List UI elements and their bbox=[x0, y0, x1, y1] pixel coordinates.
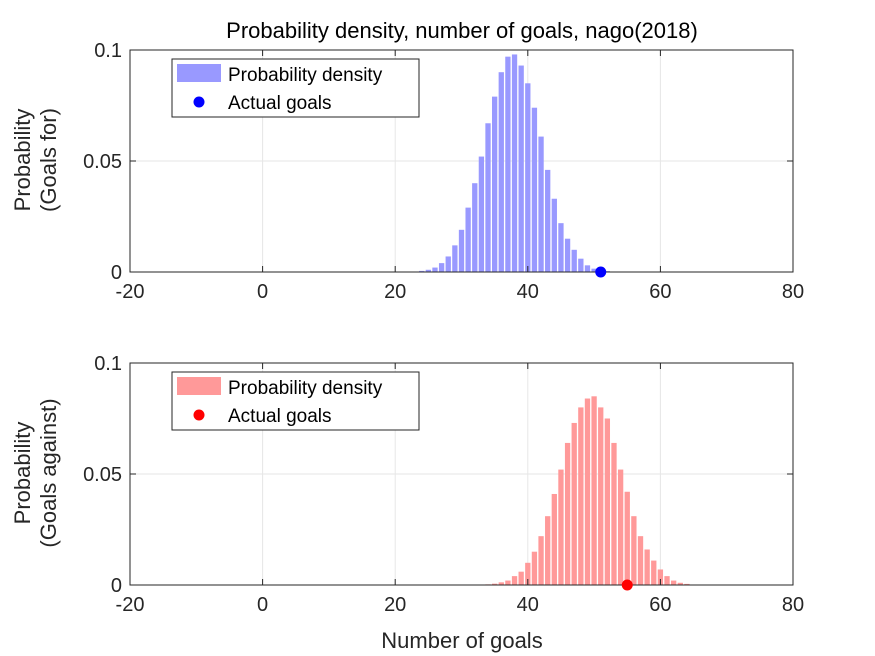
density-bar bbox=[644, 549, 650, 585]
density-bar bbox=[564, 238, 571, 272]
legend-entry-density: Probability density bbox=[228, 378, 383, 399]
density-bar bbox=[551, 198, 557, 272]
density-bar bbox=[545, 516, 551, 585]
density-bar bbox=[664, 576, 670, 585]
y-axis-label-line: (Goals for) bbox=[36, 108, 61, 212]
y-tick-label: 0.05 bbox=[83, 151, 122, 173]
x-tick-label: 20 bbox=[384, 594, 406, 616]
density-bar bbox=[472, 183, 478, 272]
legend: Probability density Actual goals bbox=[171, 58, 420, 118]
density-bar bbox=[465, 207, 471, 272]
chart-title: Probability density, number of goals, na… bbox=[226, 18, 698, 43]
density-bar bbox=[591, 396, 597, 585]
x-tick-label: 0 bbox=[257, 594, 268, 616]
density-bar bbox=[584, 398, 591, 585]
density-bar bbox=[611, 442, 617, 585]
legend-swatch-bar bbox=[177, 377, 221, 395]
density-bar bbox=[684, 583, 690, 585]
density-bar bbox=[564, 442, 571, 585]
density-bar bbox=[545, 169, 551, 272]
actual-goals-point bbox=[595, 266, 607, 278]
density-bar bbox=[518, 65, 524, 272]
density-bar bbox=[505, 56, 511, 272]
density-bar bbox=[458, 229, 465, 272]
density-bar bbox=[425, 269, 432, 272]
density-bar bbox=[538, 136, 544, 272]
x-tick-label: 40 bbox=[517, 281, 539, 303]
legend-entry-actual: Actual goals bbox=[228, 406, 332, 427]
legend-entry-density: Probability density bbox=[228, 65, 383, 86]
density-bar bbox=[445, 256, 451, 272]
legend-swatch-point bbox=[193, 409, 205, 421]
density-bar bbox=[518, 571, 524, 585]
density-bar bbox=[598, 407, 604, 585]
x-tick-label: 40 bbox=[517, 594, 539, 616]
density-bar bbox=[485, 123, 491, 272]
x-tick-label: 60 bbox=[649, 281, 671, 303]
density-bar bbox=[525, 83, 531, 272]
density-bar bbox=[498, 72, 504, 272]
x-tick-label: -20 bbox=[116, 594, 145, 616]
legend-entry-actual: Actual goals bbox=[228, 93, 332, 114]
density-bar bbox=[419, 270, 425, 272]
density-bar bbox=[505, 580, 511, 585]
density-bar bbox=[578, 258, 584, 272]
x-tick-label: 80 bbox=[782, 594, 804, 616]
density-bar bbox=[511, 576, 518, 585]
density-bar bbox=[491, 96, 498, 273]
density-bar bbox=[571, 249, 577, 272]
y-axis-label-line: Probability bbox=[10, 109, 35, 212]
density-bar bbox=[538, 536, 544, 585]
density-bar bbox=[551, 493, 557, 585]
density-bar bbox=[637, 536, 644, 585]
density-bar bbox=[571, 422, 577, 585]
actual-goals-point bbox=[621, 579, 633, 591]
density-bar bbox=[525, 562, 531, 585]
density-bar bbox=[671, 580, 677, 585]
density-bar bbox=[651, 560, 657, 585]
density-bar bbox=[531, 107, 538, 272]
density-bar bbox=[604, 418, 611, 585]
density-bar bbox=[452, 245, 458, 272]
x-tick-label: -20 bbox=[116, 281, 145, 303]
density-bar bbox=[531, 551, 538, 585]
density-bar bbox=[624, 491, 630, 585]
y-tick-label: 0 bbox=[111, 575, 122, 597]
legend-swatch-bar bbox=[177, 64, 221, 82]
density-bar bbox=[631, 516, 637, 585]
density-bar bbox=[478, 156, 485, 272]
y-tick-label: 0.05 bbox=[83, 464, 122, 486]
y-axis-label-line: (Goals against) bbox=[36, 398, 61, 547]
y-tick-label: 0.1 bbox=[94, 353, 122, 375]
density-bar bbox=[578, 407, 584, 585]
density-bar bbox=[584, 265, 591, 272]
y-tick-label: 0.1 bbox=[94, 40, 122, 62]
density-bar bbox=[498, 582, 504, 585]
density-bar bbox=[657, 569, 664, 585]
density-bar bbox=[511, 54, 518, 272]
x-tick-label: 20 bbox=[384, 281, 406, 303]
density-bar bbox=[558, 469, 564, 585]
density-bar bbox=[491, 583, 498, 585]
x-axis-label: Number of goals bbox=[381, 628, 542, 653]
legend: Probability density Actual goals bbox=[171, 371, 420, 431]
legend-swatch-point bbox=[193, 96, 205, 108]
y-tick-label: 0 bbox=[111, 262, 122, 284]
x-tick-label: 80 bbox=[782, 281, 804, 303]
density-bar bbox=[591, 268, 597, 272]
density-bar bbox=[432, 267, 438, 272]
x-tick-label: 60 bbox=[649, 594, 671, 616]
density-bar bbox=[617, 469, 624, 585]
y-axis-label-line: Probability bbox=[10, 422, 35, 525]
density-bar bbox=[558, 223, 564, 272]
x-tick-label: 0 bbox=[257, 281, 268, 303]
density-bar bbox=[677, 582, 683, 585]
density-bar bbox=[438, 263, 445, 272]
